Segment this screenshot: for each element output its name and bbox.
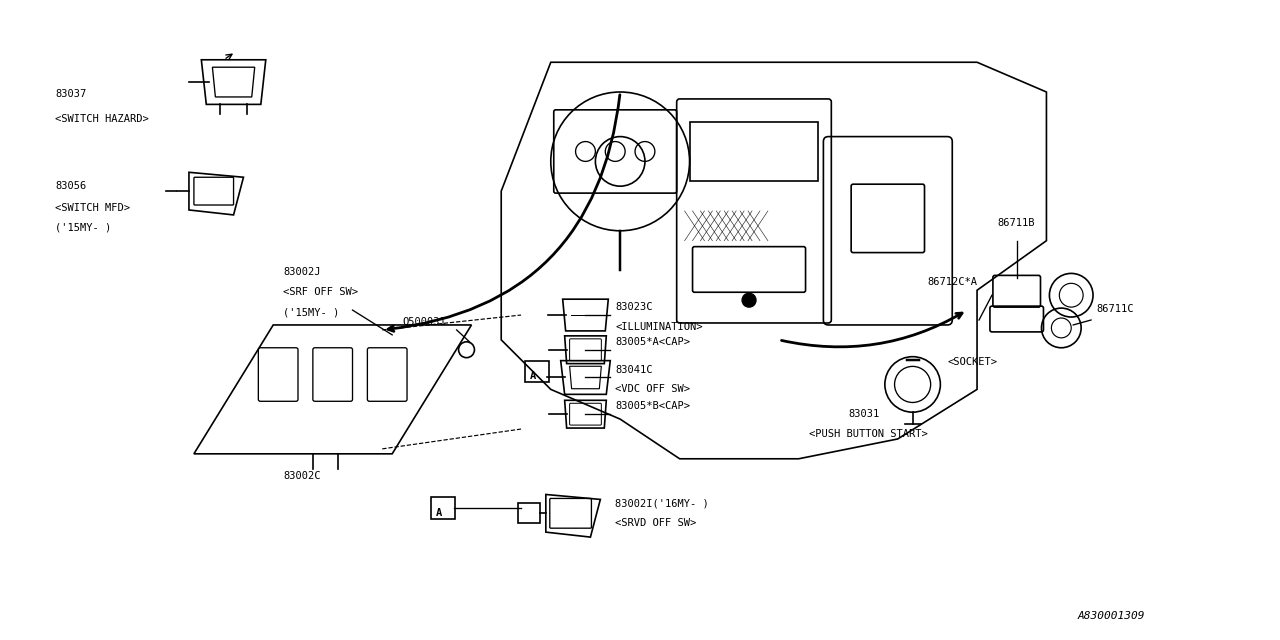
- Text: 83002C: 83002C: [283, 470, 320, 481]
- Text: A: A: [435, 508, 442, 518]
- Text: 86711B: 86711B: [997, 218, 1034, 228]
- Text: 86711C: 86711C: [1096, 304, 1134, 314]
- Text: Q500031: Q500031: [402, 317, 445, 327]
- Text: <SRF OFF SW>: <SRF OFF SW>: [283, 287, 358, 297]
- Text: 83037: 83037: [55, 89, 86, 99]
- Text: <VDC OFF SW>: <VDC OFF SW>: [616, 385, 690, 394]
- Text: 83056: 83056: [55, 181, 86, 191]
- Text: 83041C: 83041C: [616, 365, 653, 374]
- Text: <SWITCH HAZARD>: <SWITCH HAZARD>: [55, 114, 148, 124]
- Text: 83023C: 83023C: [616, 302, 653, 312]
- Text: 83002J: 83002J: [283, 268, 320, 277]
- Text: 83005*A<CAP>: 83005*A<CAP>: [616, 337, 690, 347]
- Text: <SOCKET>: <SOCKET>: [947, 356, 997, 367]
- Text: ('15MY- ): ('15MY- ): [283, 307, 339, 317]
- Circle shape: [458, 342, 475, 358]
- Text: <PUSH BUTTON START>: <PUSH BUTTON START>: [809, 429, 927, 439]
- Text: <SRVD OFF SW>: <SRVD OFF SW>: [616, 518, 696, 528]
- Text: ('15MY- ): ('15MY- ): [55, 223, 111, 233]
- Text: <SWITCH MFD>: <SWITCH MFD>: [55, 203, 131, 213]
- Text: A830001309: A830001309: [1078, 611, 1146, 621]
- Text: A: A: [530, 371, 536, 381]
- Text: 83031: 83031: [849, 409, 879, 419]
- Circle shape: [742, 293, 756, 307]
- Text: <ILLUMINATION>: <ILLUMINATION>: [616, 322, 703, 332]
- Text: 83005*B<CAP>: 83005*B<CAP>: [616, 401, 690, 412]
- Text: 86712C*A: 86712C*A: [928, 277, 978, 287]
- Text: 83002I('16MY- ): 83002I('16MY- ): [616, 499, 709, 508]
